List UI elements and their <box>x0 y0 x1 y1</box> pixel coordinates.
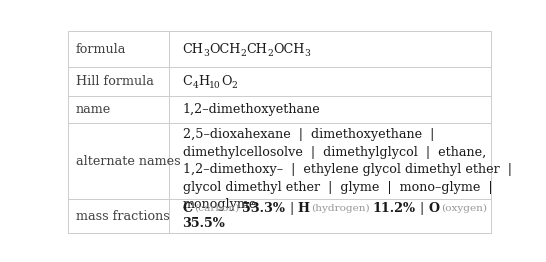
Text: 53.3%: 53.3% <box>242 202 285 215</box>
Text: 1,2–dimethoxyethane: 1,2–dimethoxyethane <box>182 103 321 116</box>
Text: C: C <box>182 202 193 215</box>
Text: 10: 10 <box>209 81 221 90</box>
Text: O: O <box>221 75 232 88</box>
Text: 35.5%: 35.5% <box>182 217 225 230</box>
Text: 3: 3 <box>305 49 311 58</box>
Text: CH: CH <box>246 43 268 56</box>
Text: C: C <box>182 75 192 88</box>
Text: 3: 3 <box>203 49 209 58</box>
Text: |: | <box>289 202 293 215</box>
Text: formula: formula <box>76 43 126 56</box>
Text: H: H <box>198 75 209 88</box>
Text: |: | <box>420 202 424 215</box>
Text: (oxygen): (oxygen) <box>441 204 487 213</box>
Text: (hydrogen): (hydrogen) <box>311 204 370 213</box>
Text: O: O <box>428 202 440 215</box>
Text: 11.2%: 11.2% <box>372 202 416 215</box>
Text: 2: 2 <box>241 49 246 58</box>
Text: mass fractions: mass fractions <box>76 210 170 222</box>
Text: name: name <box>76 103 111 116</box>
Text: 2: 2 <box>268 49 273 58</box>
Text: CH: CH <box>182 43 203 56</box>
Text: H: H <box>298 202 310 215</box>
Text: OCH: OCH <box>209 43 241 56</box>
Text: OCH: OCH <box>273 43 305 56</box>
Text: (carbon): (carbon) <box>194 204 240 213</box>
Text: Hill formula: Hill formula <box>76 75 154 88</box>
Text: alternate names: alternate names <box>76 155 181 168</box>
Text: 2,5–dioxahexane  |  dimethoxyethane  |
dimethylcellosolve  |  dimethylglycol  | : 2,5–dioxahexane | dimethoxyethane | dime… <box>182 128 512 211</box>
Text: 2: 2 <box>232 81 238 90</box>
Text: 4: 4 <box>192 81 198 90</box>
